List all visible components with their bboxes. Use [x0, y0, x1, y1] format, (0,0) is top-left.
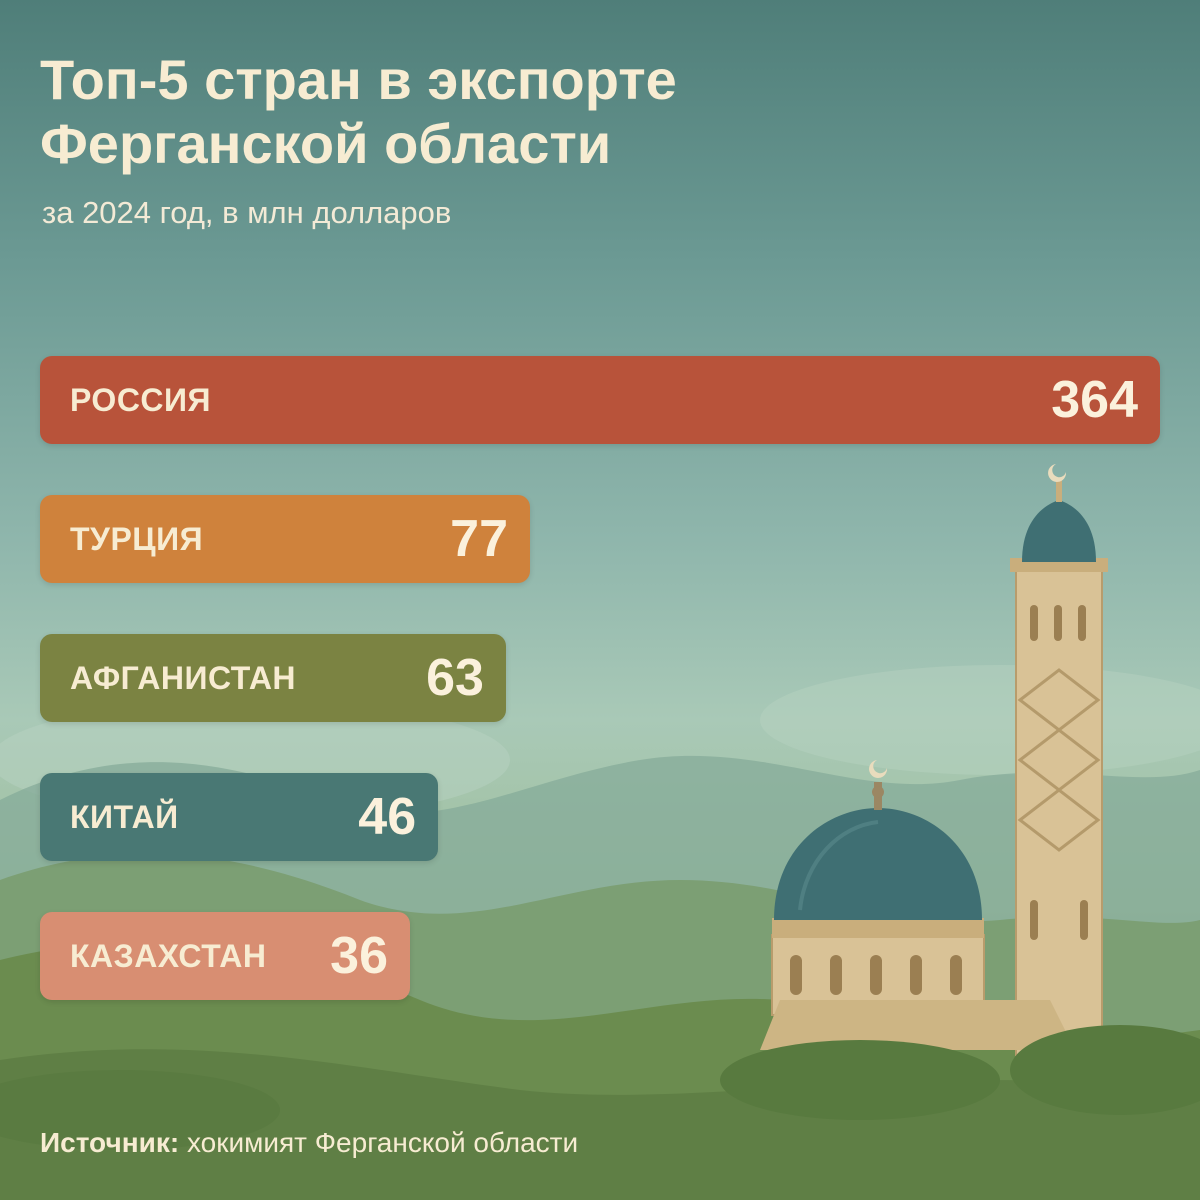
bar-1: РОССИЯ 364 — [40, 356, 1160, 444]
page-title: Топ-5 стран в экспорте Ферганской област… — [40, 48, 1140, 176]
bar-label: АФГАНИСТАН — [70, 659, 297, 696]
bar-3: АФГАНИСТАН 63 — [40, 634, 506, 722]
bar-2: ТУРЦИЯ 77 — [40, 495, 530, 583]
source-text: хокимият Ферганской области — [186, 1127, 579, 1158]
bar-4: КИТАЙ 46 — [40, 773, 439, 861]
bar-value: 46 — [358, 788, 417, 846]
title-line-1: Топ-5 стран в экспорте — [40, 48, 677, 111]
bar-value: 77 — [450, 510, 508, 568]
bar-value: 36 — [330, 927, 388, 985]
subtitle: за 2024 год, в млн долларов — [42, 195, 452, 230]
bar-value: 63 — [426, 649, 484, 707]
bar-value: 364 — [1051, 371, 1138, 429]
bar-label: РОССИЯ — [70, 381, 212, 418]
source-label: Источник: — [40, 1127, 180, 1158]
bar-label: КАЗАХСТАН — [70, 937, 267, 974]
mosque — [760, 760, 1075, 1050]
bar-label: КИТАЙ — [70, 798, 179, 835]
bar-5: КАЗАХСТАН 36 — [40, 912, 410, 1000]
title-line-2: Ферганской области — [40, 112, 612, 175]
minaret — [1010, 464, 1108, 1056]
bar-label: ТУРЦИЯ — [70, 520, 204, 557]
source-note: Источник: хокимият Ферганской области — [40, 1125, 578, 1161]
